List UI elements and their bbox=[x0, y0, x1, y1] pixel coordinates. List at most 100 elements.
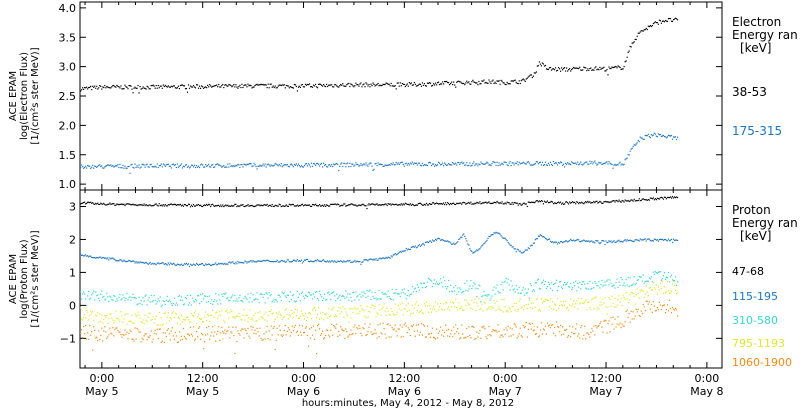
data-point bbox=[213, 85, 215, 87]
data-point bbox=[214, 166, 216, 168]
data-point bbox=[526, 161, 528, 163]
data-point bbox=[584, 283, 586, 285]
data-point bbox=[284, 87, 286, 89]
data-point bbox=[416, 284, 418, 286]
data-point bbox=[513, 201, 515, 204]
data-point bbox=[553, 69, 556, 71]
data-point bbox=[92, 202, 94, 204]
data-point bbox=[559, 300, 562, 302]
data-point bbox=[553, 202, 556, 204]
data-point bbox=[357, 295, 359, 297]
data-point bbox=[546, 239, 549, 241]
data-point bbox=[133, 260, 135, 262]
data-point bbox=[656, 293, 658, 295]
data-point bbox=[193, 86, 196, 88]
data-point bbox=[488, 164, 490, 166]
data-point bbox=[390, 162, 392, 165]
data-point bbox=[220, 262, 222, 265]
data-point bbox=[423, 203, 426, 206]
data-point bbox=[372, 305, 374, 307]
data-point bbox=[534, 72, 536, 74]
data-point bbox=[313, 296, 316, 298]
data-point bbox=[237, 87, 239, 89]
data-point bbox=[97, 165, 99, 167]
data-point bbox=[549, 66, 552, 69]
data-point bbox=[651, 135, 653, 137]
data-point bbox=[651, 289, 653, 291]
data-point bbox=[144, 314, 146, 316]
data-point bbox=[533, 290, 535, 292]
data-point bbox=[579, 303, 581, 305]
data-point bbox=[336, 323, 338, 325]
data-point bbox=[426, 82, 429, 84]
data-point bbox=[224, 321, 226, 323]
data-point bbox=[516, 248, 518, 250]
data-point bbox=[656, 272, 658, 274]
data-point bbox=[371, 258, 373, 261]
data-point bbox=[395, 88, 397, 90]
data-point bbox=[107, 164, 109, 166]
data-point bbox=[313, 85, 316, 87]
data-point bbox=[423, 282, 426, 284]
data-point bbox=[498, 202, 500, 205]
data-point bbox=[582, 302, 584, 305]
data-point bbox=[118, 260, 120, 262]
data-point bbox=[295, 205, 297, 207]
data-point bbox=[272, 205, 274, 208]
data-point bbox=[88, 165, 90, 167]
data-point bbox=[393, 254, 395, 256]
data-point bbox=[589, 201, 591, 203]
data-point bbox=[101, 327, 103, 329]
data-point bbox=[530, 201, 532, 203]
data-point bbox=[223, 263, 225, 265]
data-point bbox=[217, 204, 219, 207]
data-point bbox=[442, 239, 444, 241]
data-point bbox=[376, 259, 378, 261]
data-point bbox=[639, 136, 641, 138]
data-point bbox=[322, 166, 324, 168]
data-point bbox=[628, 312, 630, 315]
data-point bbox=[264, 319, 266, 321]
data-point bbox=[541, 62, 544, 64]
data-point bbox=[375, 332, 377, 335]
data-point bbox=[560, 67, 563, 69]
data-point bbox=[353, 291, 355, 293]
data-point bbox=[437, 332, 440, 334]
data-point bbox=[467, 165, 469, 167]
data-point bbox=[197, 295, 200, 297]
data-point bbox=[485, 336, 487, 338]
data-point bbox=[218, 314, 220, 317]
data-point bbox=[629, 321, 631, 323]
data-point bbox=[300, 259, 303, 261]
data-point bbox=[105, 316, 107, 318]
data-point bbox=[194, 87, 197, 89]
data-point bbox=[338, 203, 340, 206]
data-point bbox=[288, 314, 290, 316]
data-point bbox=[328, 308, 330, 310]
data-point bbox=[246, 163, 248, 165]
data-point bbox=[184, 319, 187, 321]
data-point bbox=[608, 240, 610, 242]
data-point bbox=[442, 81, 444, 83]
data-point bbox=[266, 203, 268, 206]
data-point bbox=[619, 301, 621, 303]
data-point bbox=[86, 202, 88, 204]
data-point bbox=[593, 287, 595, 289]
data-point bbox=[196, 316, 199, 318]
data-point bbox=[599, 304, 601, 306]
data-point bbox=[608, 284, 610, 286]
data-point bbox=[593, 325, 595, 327]
data-point bbox=[608, 320, 610, 322]
data-point bbox=[434, 283, 437, 285]
data-point bbox=[444, 309, 446, 311]
data-point bbox=[450, 242, 452, 244]
data-point bbox=[102, 296, 104, 298]
data-point bbox=[158, 87, 160, 89]
data-point bbox=[165, 263, 167, 265]
data-point bbox=[346, 296, 348, 298]
data-point bbox=[642, 138, 644, 140]
data-point bbox=[641, 239, 643, 241]
data-point bbox=[201, 205, 203, 207]
data-point bbox=[123, 334, 125, 336]
data-point bbox=[150, 84, 152, 87]
